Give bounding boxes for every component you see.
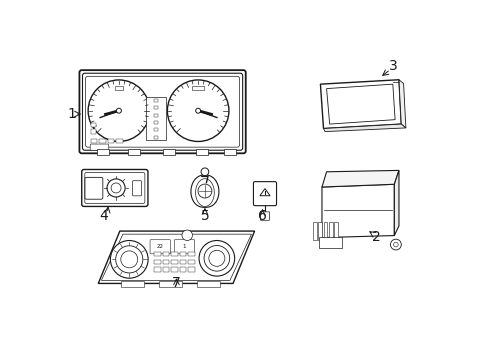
Bar: [115, 86, 123, 90]
Bar: [224, 149, 237, 155]
FancyBboxPatch shape: [260, 212, 270, 220]
Bar: [91, 139, 97, 143]
FancyBboxPatch shape: [79, 70, 245, 153]
Circle shape: [393, 242, 398, 247]
Circle shape: [196, 108, 200, 113]
Bar: [108, 139, 114, 143]
Circle shape: [198, 184, 212, 198]
Bar: [159, 282, 182, 287]
Bar: [188, 267, 195, 272]
Polygon shape: [191, 175, 219, 207]
Bar: [172, 252, 177, 256]
Bar: [97, 149, 109, 155]
Circle shape: [116, 246, 143, 273]
Bar: [128, 149, 140, 155]
FancyBboxPatch shape: [85, 172, 145, 203]
Bar: [163, 260, 169, 264]
Text: 6: 6: [258, 210, 267, 224]
Circle shape: [204, 246, 230, 271]
Bar: [329, 222, 333, 240]
Circle shape: [117, 108, 122, 113]
Circle shape: [111, 183, 121, 193]
Bar: [192, 86, 204, 90]
Text: 4: 4: [99, 210, 108, 224]
Bar: [91, 130, 97, 134]
Polygon shape: [323, 124, 406, 132]
Bar: [154, 99, 158, 102]
Text: 3: 3: [389, 59, 398, 73]
Text: 1: 1: [67, 107, 76, 121]
Text: 1: 1: [183, 244, 186, 249]
Text: 5: 5: [200, 210, 209, 224]
Circle shape: [88, 80, 149, 141]
Bar: [154, 106, 158, 109]
Circle shape: [209, 250, 225, 266]
Bar: [154, 121, 158, 124]
Bar: [172, 267, 177, 272]
Bar: [180, 267, 186, 272]
Text: 7: 7: [172, 276, 181, 291]
Circle shape: [168, 80, 229, 141]
Polygon shape: [399, 80, 406, 128]
Circle shape: [121, 251, 138, 268]
Bar: [172, 260, 177, 264]
Bar: [154, 114, 158, 117]
Bar: [154, 252, 161, 256]
Bar: [91, 122, 97, 127]
Bar: [334, 222, 338, 240]
FancyBboxPatch shape: [82, 73, 243, 150]
Polygon shape: [322, 170, 399, 187]
Bar: [154, 128, 158, 131]
Circle shape: [107, 179, 125, 197]
Bar: [188, 252, 195, 256]
Bar: [196, 149, 208, 155]
FancyBboxPatch shape: [253, 182, 276, 206]
Circle shape: [391, 239, 401, 250]
Bar: [319, 237, 342, 248]
Text: 22: 22: [157, 244, 164, 249]
Bar: [318, 222, 322, 240]
FancyBboxPatch shape: [132, 181, 142, 196]
Polygon shape: [327, 84, 395, 124]
Polygon shape: [98, 231, 255, 283]
FancyBboxPatch shape: [85, 177, 103, 199]
Bar: [163, 149, 175, 155]
Bar: [117, 139, 122, 143]
Bar: [147, 96, 166, 140]
Polygon shape: [196, 179, 214, 206]
Polygon shape: [394, 170, 399, 235]
Polygon shape: [101, 234, 251, 280]
Bar: [163, 252, 169, 256]
Bar: [99, 139, 106, 143]
FancyBboxPatch shape: [90, 144, 109, 150]
Bar: [163, 267, 169, 272]
Bar: [121, 282, 144, 287]
Polygon shape: [322, 184, 394, 238]
Bar: [323, 222, 327, 240]
Bar: [154, 260, 161, 264]
Bar: [154, 267, 161, 272]
Circle shape: [182, 230, 193, 240]
FancyBboxPatch shape: [82, 170, 148, 206]
Bar: [180, 260, 186, 264]
Circle shape: [201, 168, 209, 176]
Circle shape: [199, 240, 235, 276]
FancyBboxPatch shape: [86, 76, 240, 147]
Bar: [154, 136, 158, 139]
Circle shape: [110, 240, 148, 278]
Bar: [180, 252, 186, 256]
FancyBboxPatch shape: [150, 240, 171, 254]
Bar: [196, 282, 220, 287]
Bar: [313, 222, 317, 240]
Text: 2: 2: [372, 230, 381, 244]
Bar: [188, 260, 195, 264]
FancyBboxPatch shape: [174, 240, 195, 254]
Polygon shape: [320, 80, 401, 129]
Polygon shape: [260, 189, 270, 196]
